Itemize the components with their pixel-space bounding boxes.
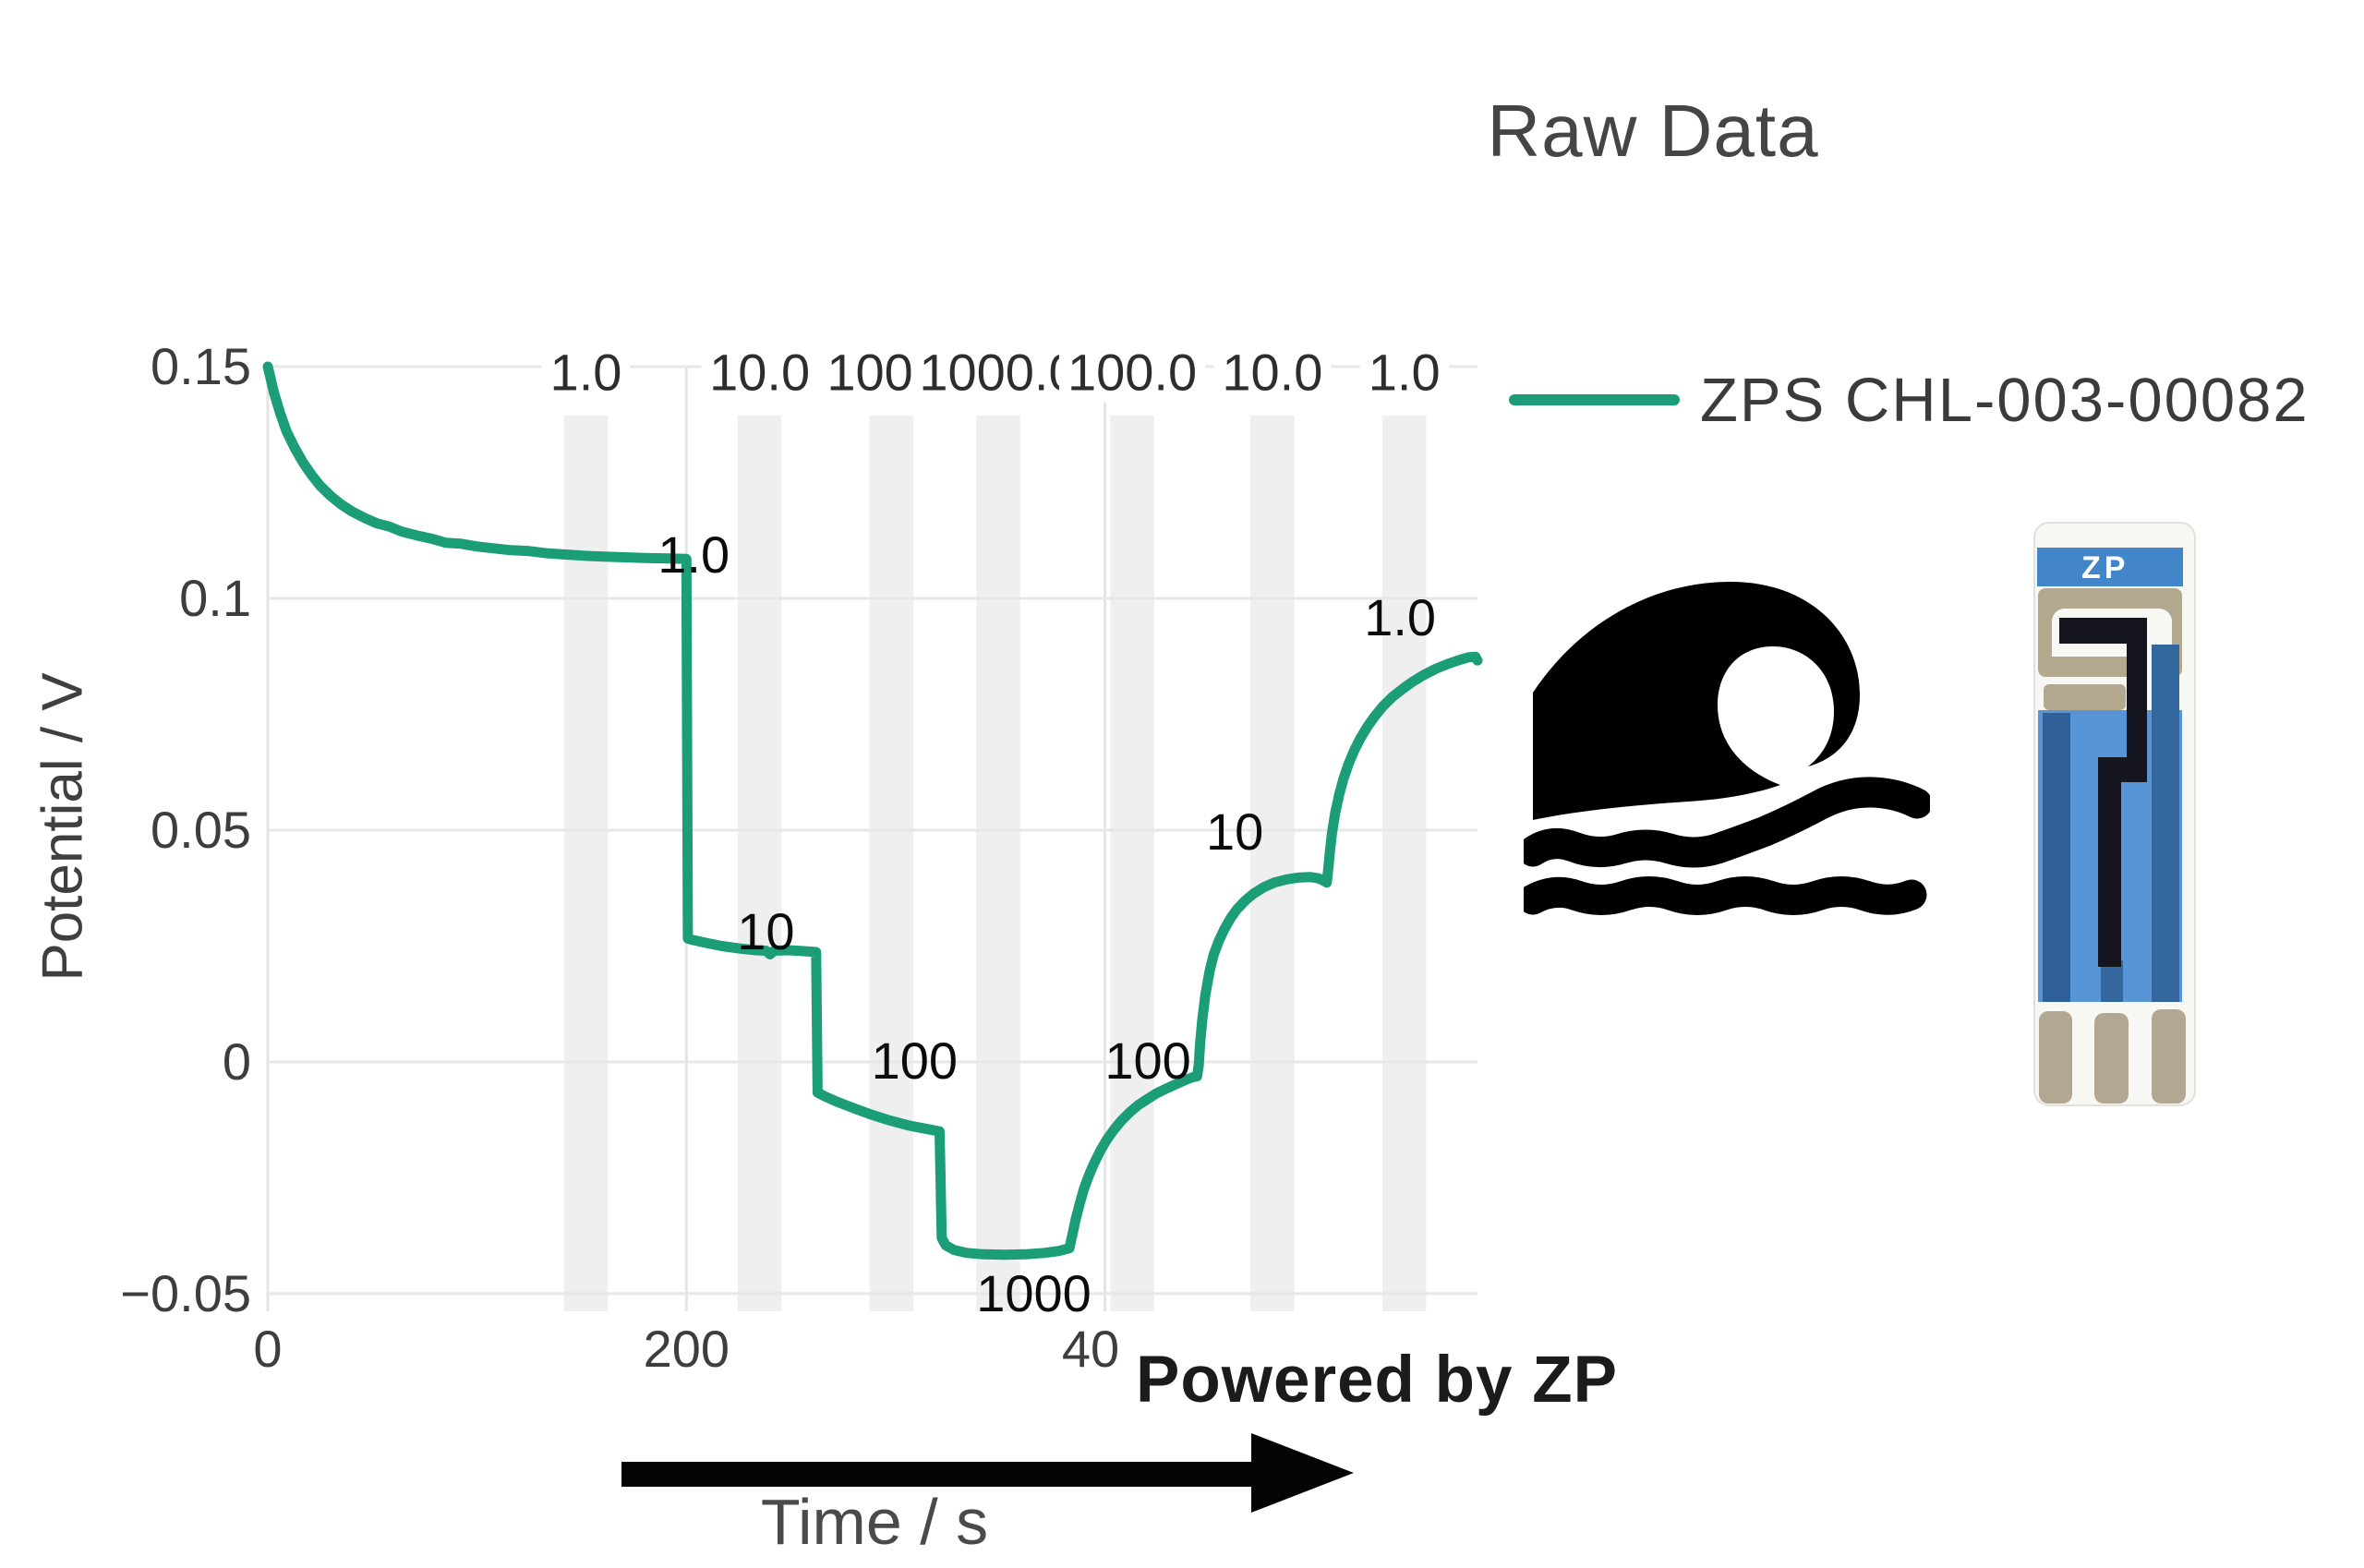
concentration-annotation: 1.0	[657, 525, 730, 584]
powered-by-watermark: Powered by ZP	[1119, 1330, 1751, 1429]
concentration-annotation: 10	[1206, 802, 1263, 861]
y-tick-label: 0.05	[151, 800, 251, 859]
measurement-band	[1381, 416, 1427, 1311]
powered-by-label: Powered by ZP	[1136, 1343, 1618, 1417]
x-tick-label: 200	[643, 1320, 730, 1378]
top-axis-label: 10.0	[701, 342, 819, 403]
y-tick-label: 0	[222, 1031, 251, 1091]
measurement-band	[737, 416, 782, 1311]
legend-item[interactable]: ZPS CHL-003-00082	[1509, 366, 2310, 435]
concentration-annotation: 100	[872, 1031, 958, 1090]
concentration-annotation: 100	[1104, 1031, 1190, 1090]
concentration-annotation: 1.0	[1364, 588, 1436, 646]
measurement-band	[1110, 416, 1154, 1311]
top-axis-label: 1000.0	[911, 342, 1086, 403]
legend-line-swatch-icon	[1509, 394, 1680, 405]
strip-electrode-trace	[2059, 618, 2147, 967]
series-line	[262, 361, 1483, 1260]
top-axis-label: 1.0	[541, 342, 631, 403]
top-axis-label: 100.0	[1058, 342, 1206, 403]
measurement-band	[563, 416, 609, 1311]
y-tick-label: −0.05	[120, 1263, 251, 1322]
concentration-annotation: 1000	[976, 1264, 1092, 1322]
x-axis-title: Time / s	[760, 1486, 989, 1558]
strip-zp-logo: ZP	[2081, 550, 2129, 585]
y-tick-label: 0.15	[151, 337, 251, 395]
measurement-band	[1250, 416, 1295, 1311]
measurement-band	[976, 416, 1020, 1311]
measurement-band	[869, 416, 914, 1311]
strip-contact-pads	[2039, 1009, 2186, 1104]
top-axis-label: 10.0	[1213, 342, 1332, 403]
concentration-annotation: 10	[737, 902, 794, 960]
x-tick-label: 0	[253, 1320, 283, 1378]
legend-series-label: ZPS CHL-003-00082	[1700, 365, 2310, 435]
top-axis-label: 1.0	[1359, 342, 1449, 403]
chart-title: Raw Data	[1487, 90, 1819, 172]
time-arrow-icon	[621, 1433, 1354, 1513]
ocean-wave-icon	[1524, 582, 1930, 915]
y-tick-label: 0.1	[179, 568, 251, 627]
strip-header-band	[2037, 548, 2183, 586]
sensor-strip-image: ZP	[2033, 522, 2196, 1106]
